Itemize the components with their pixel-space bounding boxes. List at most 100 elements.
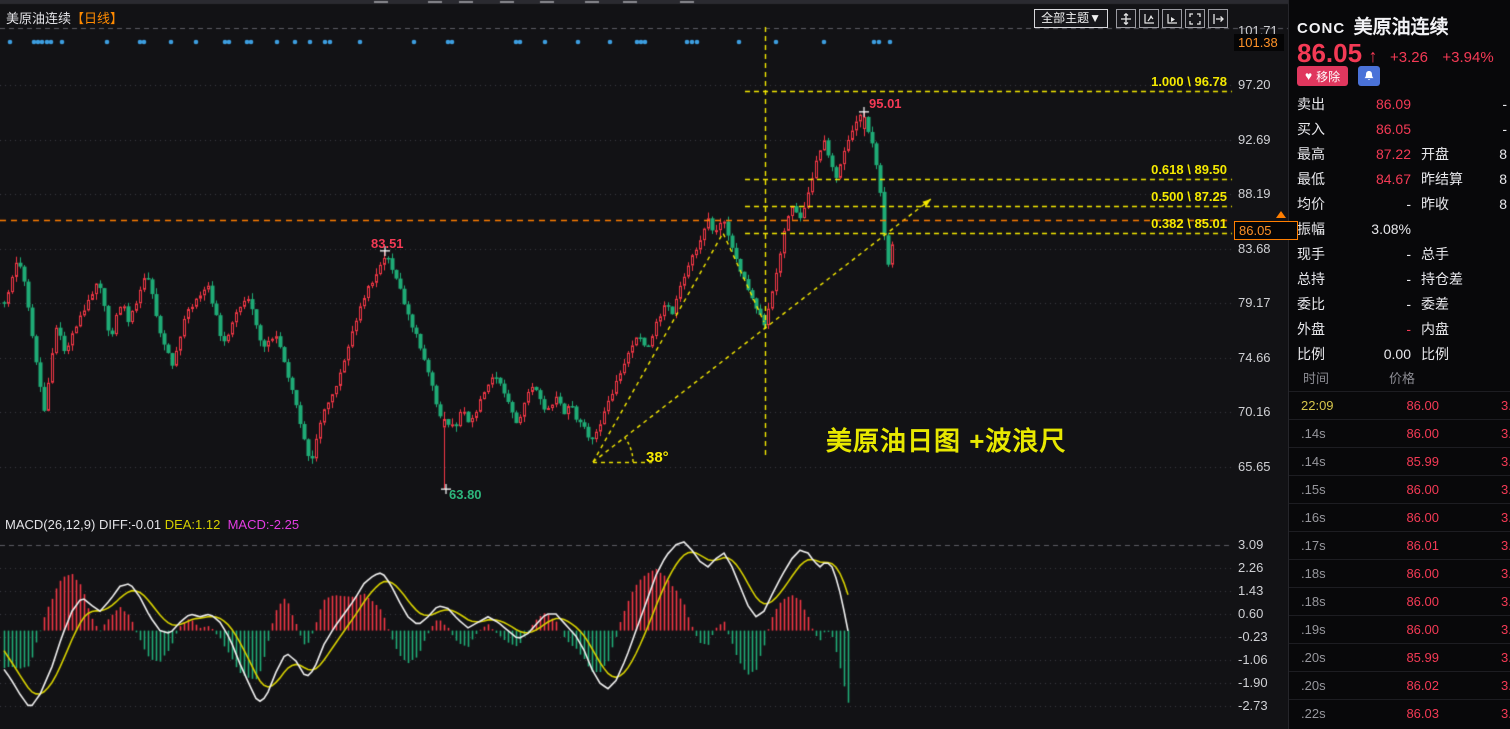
quote-label: 比例	[1297, 346, 1325, 362]
tape-row[interactable]: .14s 85.99 3.	[1289, 447, 1510, 476]
tape-price: 86.03	[1406, 706, 1439, 721]
quote-label: 最高	[1297, 146, 1325, 162]
high-price-annotation: 95.01	[869, 96, 902, 111]
fib-level-label: 0.500 \ 87.25	[1151, 188, 1227, 204]
tape-price: 86.00	[1406, 510, 1439, 525]
symbol-name-panel: 美原油连续	[1353, 17, 1449, 38]
tape-row[interactable]: .20s 85.99 3.	[1289, 643, 1510, 672]
quote-value-2: -	[1502, 96, 1507, 112]
quote-value: -	[1406, 321, 1411, 337]
quote-value: -	[1406, 246, 1411, 262]
tape-time: .14s	[1301, 454, 1326, 469]
tape-time: .17s	[1301, 538, 1326, 553]
quote-row: 卖出 86.09 -	[1289, 92, 1510, 117]
quote-label-2: 持仓差	[1421, 271, 1463, 287]
quote-label-2: 开盘	[1421, 146, 1449, 162]
macd-dea-value: DEA:1.12	[164, 517, 221, 532]
tape-extra: 3.	[1501, 454, 1510, 469]
quote-row: 比例 0.00 比例	[1289, 342, 1510, 367]
tape-row[interactable]: .19s 86.00 3.	[1289, 615, 1510, 644]
y-axis-tick: 74.66	[1238, 349, 1271, 365]
macd-axis-tick: 3.09	[1238, 537, 1264, 552]
tape-time: 22:09	[1301, 398, 1334, 413]
quote-label-2: 昨收	[1421, 196, 1449, 212]
quote-value: 87.22	[1375, 146, 1411, 162]
quote-value-2: -	[1502, 121, 1507, 137]
tape-row[interactable]: .18s 86.00 3.	[1289, 559, 1510, 588]
macd-diff-value: DIFF:-0.01	[98, 517, 162, 532]
tape-row[interactable]: .16s 86.00 3.	[1289, 503, 1510, 532]
chart-watermark-note: 美原油日图 +波浪尺	[826, 426, 1067, 456]
axis-up-chart-icon[interactable]	[1139, 9, 1159, 28]
quote-value-2: 8	[1499, 196, 1507, 212]
tape-row[interactable]: .22s 86.03 3.	[1289, 699, 1510, 728]
quote-label-2: 昨结算	[1421, 171, 1463, 187]
tape-extra: 3.	[1501, 398, 1510, 413]
tape-time: .18s	[1301, 566, 1326, 581]
y-axis-tick: 88.19	[1238, 186, 1271, 202]
tape-row[interactable]: .17s 86.01 3.	[1289, 531, 1510, 560]
tape-row[interactable]: .15s 86.00 3.	[1289, 475, 1510, 504]
alert-bell-button[interactable]	[1358, 66, 1381, 86]
move-icon[interactable]	[1116, 9, 1136, 28]
quote-label-2: 内盘	[1421, 321, 1449, 337]
exit-panel-icon[interactable]	[1208, 9, 1228, 28]
quote-row: 委比 - 委差	[1289, 292, 1510, 317]
fullscreen-icon[interactable]	[1185, 9, 1205, 28]
quote-label: 最低	[1297, 171, 1325, 187]
tape-time: .20s	[1301, 678, 1326, 693]
quote-label: 外盘	[1297, 321, 1325, 337]
tape-price: 86.02	[1406, 678, 1439, 693]
tape-price: 85.99	[1406, 650, 1439, 665]
candlestick-chart-canvas[interactable]	[0, 0, 1288, 729]
tape-extra: 3.	[1501, 426, 1510, 441]
chart-region: 美原油连续【日线】 全部主题▼	[0, 0, 1298, 729]
tape-row[interactable]: .18s 86.00 3.	[1289, 587, 1510, 616]
macd-axis-tick: -1.90	[1238, 674, 1268, 690]
tape-price-header: 价格	[1389, 371, 1416, 386]
tape-row[interactable]: .14s 86.00 3.	[1289, 419, 1510, 448]
tape-extra: 3.	[1501, 566, 1510, 581]
remove-favorite-button[interactable]: ♥ 移除	[1297, 66, 1349, 86]
quote-row: 买入 86.05 -	[1289, 117, 1510, 142]
macd-axis-tick: 2.26	[1238, 559, 1264, 575]
tape-price: 86.00	[1406, 594, 1439, 609]
quote-label: 卖出	[1297, 96, 1325, 112]
tape-extra: 3.	[1501, 678, 1510, 693]
tape-time: .19s	[1301, 622, 1326, 637]
tape-time: .20s	[1301, 650, 1326, 665]
quote-value-2: 8	[1499, 146, 1507, 162]
current-price-pointer-icon	[1276, 211, 1286, 219]
quote-label: 总持	[1297, 271, 1325, 287]
quote-value: 0.00	[1383, 346, 1411, 362]
quote-value: -	[1406, 196, 1411, 212]
quote-value: -	[1406, 271, 1411, 287]
quote-row: 最高 87.22 开盘 8	[1289, 142, 1510, 167]
toolbar-icon-buttons	[1116, 9, 1228, 28]
quote-value: 86.05	[1375, 121, 1411, 137]
up-arrow-icon: ↑	[1368, 46, 1378, 66]
tape-extra: 3.	[1501, 650, 1510, 665]
period-label: 【日线】	[71, 11, 124, 26]
fib-level-label: 0.382 \ 85.01	[1151, 215, 1227, 231]
axis-play-chart-icon[interactable]	[1162, 9, 1182, 28]
tape-row[interactable]: 22:09 86.00 3.	[1289, 391, 1510, 420]
themes-dropdown[interactable]: 全部主题▼	[1034, 9, 1108, 28]
symbol-code: CONC	[1297, 20, 1346, 37]
tape-row[interactable]: .20s 86.02 3.	[1289, 671, 1510, 700]
price-row: 86.05 ↑ +3.26 +3.94%	[1297, 38, 1494, 69]
tape-time: .16s	[1301, 510, 1326, 525]
bell-icon	[1364, 71, 1374, 81]
quote-label-2: 总手	[1421, 246, 1449, 262]
macd-axis-tick: -1.06	[1238, 651, 1268, 667]
remove-button-label: 移除	[1316, 69, 1341, 84]
peak-price-annotation: 83.51	[371, 236, 404, 251]
y-axis-tick: 79.17	[1238, 295, 1271, 311]
tape-price: 85.99	[1406, 454, 1439, 469]
quote-row: 外盘 - 内盘	[1289, 317, 1510, 342]
macd-params-label: MACD(26,12,9)	[5, 517, 96, 532]
current-price-axis-marker: 86.05	[1234, 221, 1298, 241]
last-price: 86.05	[1297, 38, 1363, 68]
symbol-name: 美原油连续	[6, 11, 72, 26]
